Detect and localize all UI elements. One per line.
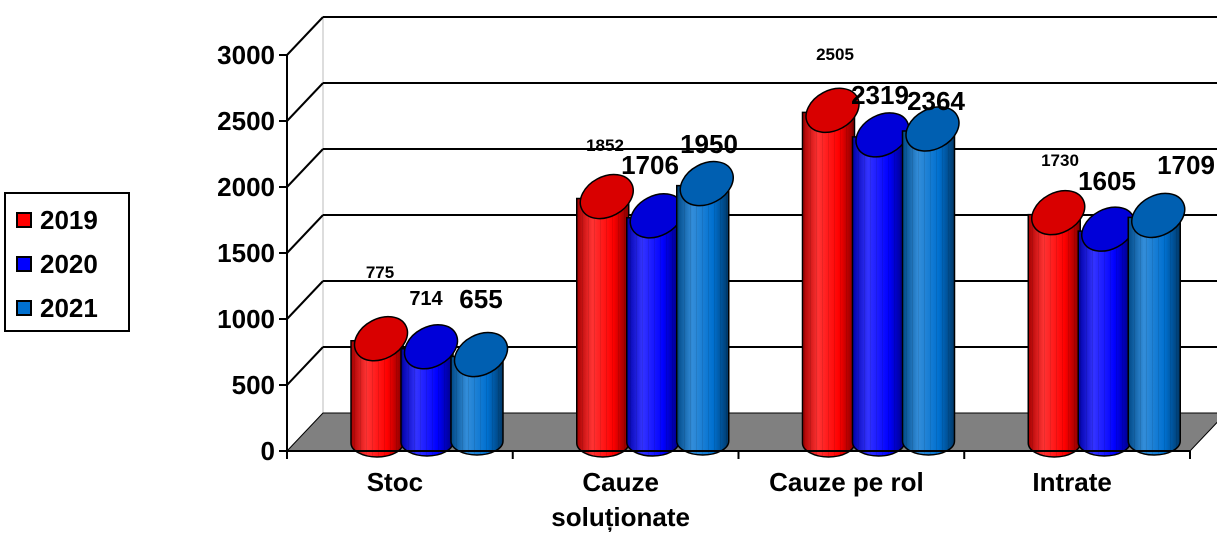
data-label-2019-1: 1852 [586,136,624,155]
legend-label-2021: 2021 [40,293,98,324]
data-label-2020-1: 1706 [621,150,679,180]
y-tick-label-2000: 2000 [217,172,275,202]
legend-swatch-2021 [16,300,32,316]
data-label-2021-0: 655 [459,284,502,314]
legend-swatch-2020 [16,256,32,272]
legend-item-2020: 2020 [16,248,98,280]
bar-2021-2 [898,98,966,455]
legend-item-2021: 2021 [16,292,98,324]
x-tick-label-3: Intrate [1032,467,1111,497]
bar-texture-2020-2 [853,137,905,456]
y-tick-label-500: 500 [232,370,275,400]
legend-item-2019: 2019 [16,204,98,236]
data-label-2020-2: 2319 [851,80,909,110]
bar-texture-2020-3 [1078,231,1130,456]
bar-texture-2020-1 [627,218,679,456]
y-tick-label-2500: 2500 [217,106,275,136]
data-label-2020-0: 714 [409,288,443,310]
legend: 2019 2020 2021 [4,192,130,332]
bar-2021-1 [673,153,741,455]
bar-texture-2019-2 [803,112,855,457]
x-tick-label-1: Cauze soluționate [551,467,690,532]
data-label-2021-2: 2364 [907,86,965,116]
legend-label-2019: 2019 [40,205,98,236]
legend-label-2020: 2020 [40,249,98,280]
data-label-2019-2: 2505 [816,45,854,64]
bar-texture-2021-3 [1128,217,1180,455]
data-label-2019-0: 775 [366,263,394,282]
bar-texture-2021-2 [903,131,955,455]
data-label-2019-3: 1730 [1041,151,1079,170]
data-label-2021-3: 1709 [1157,150,1215,180]
data-label-2021-1: 1950 [680,129,738,159]
bar-texture-2019-3 [1028,215,1080,457]
x-tick-label-0: Stoc [367,467,423,497]
chart-bars [347,80,1192,457]
y-tick-label-0: 0 [261,436,275,466]
x-tick-label-2: Cauze pe rol [769,467,924,497]
data-label-2020-3: 1605 [1078,166,1136,196]
bar-texture-2019-1 [577,199,629,457]
bar-texture-2021-1 [677,186,729,455]
y-tick-label-1500: 1500 [217,238,275,268]
y-tick-label-3000: 3000 [217,40,275,70]
legend-swatch-2019 [16,212,32,228]
y-tick-label-1000: 1000 [217,304,275,334]
